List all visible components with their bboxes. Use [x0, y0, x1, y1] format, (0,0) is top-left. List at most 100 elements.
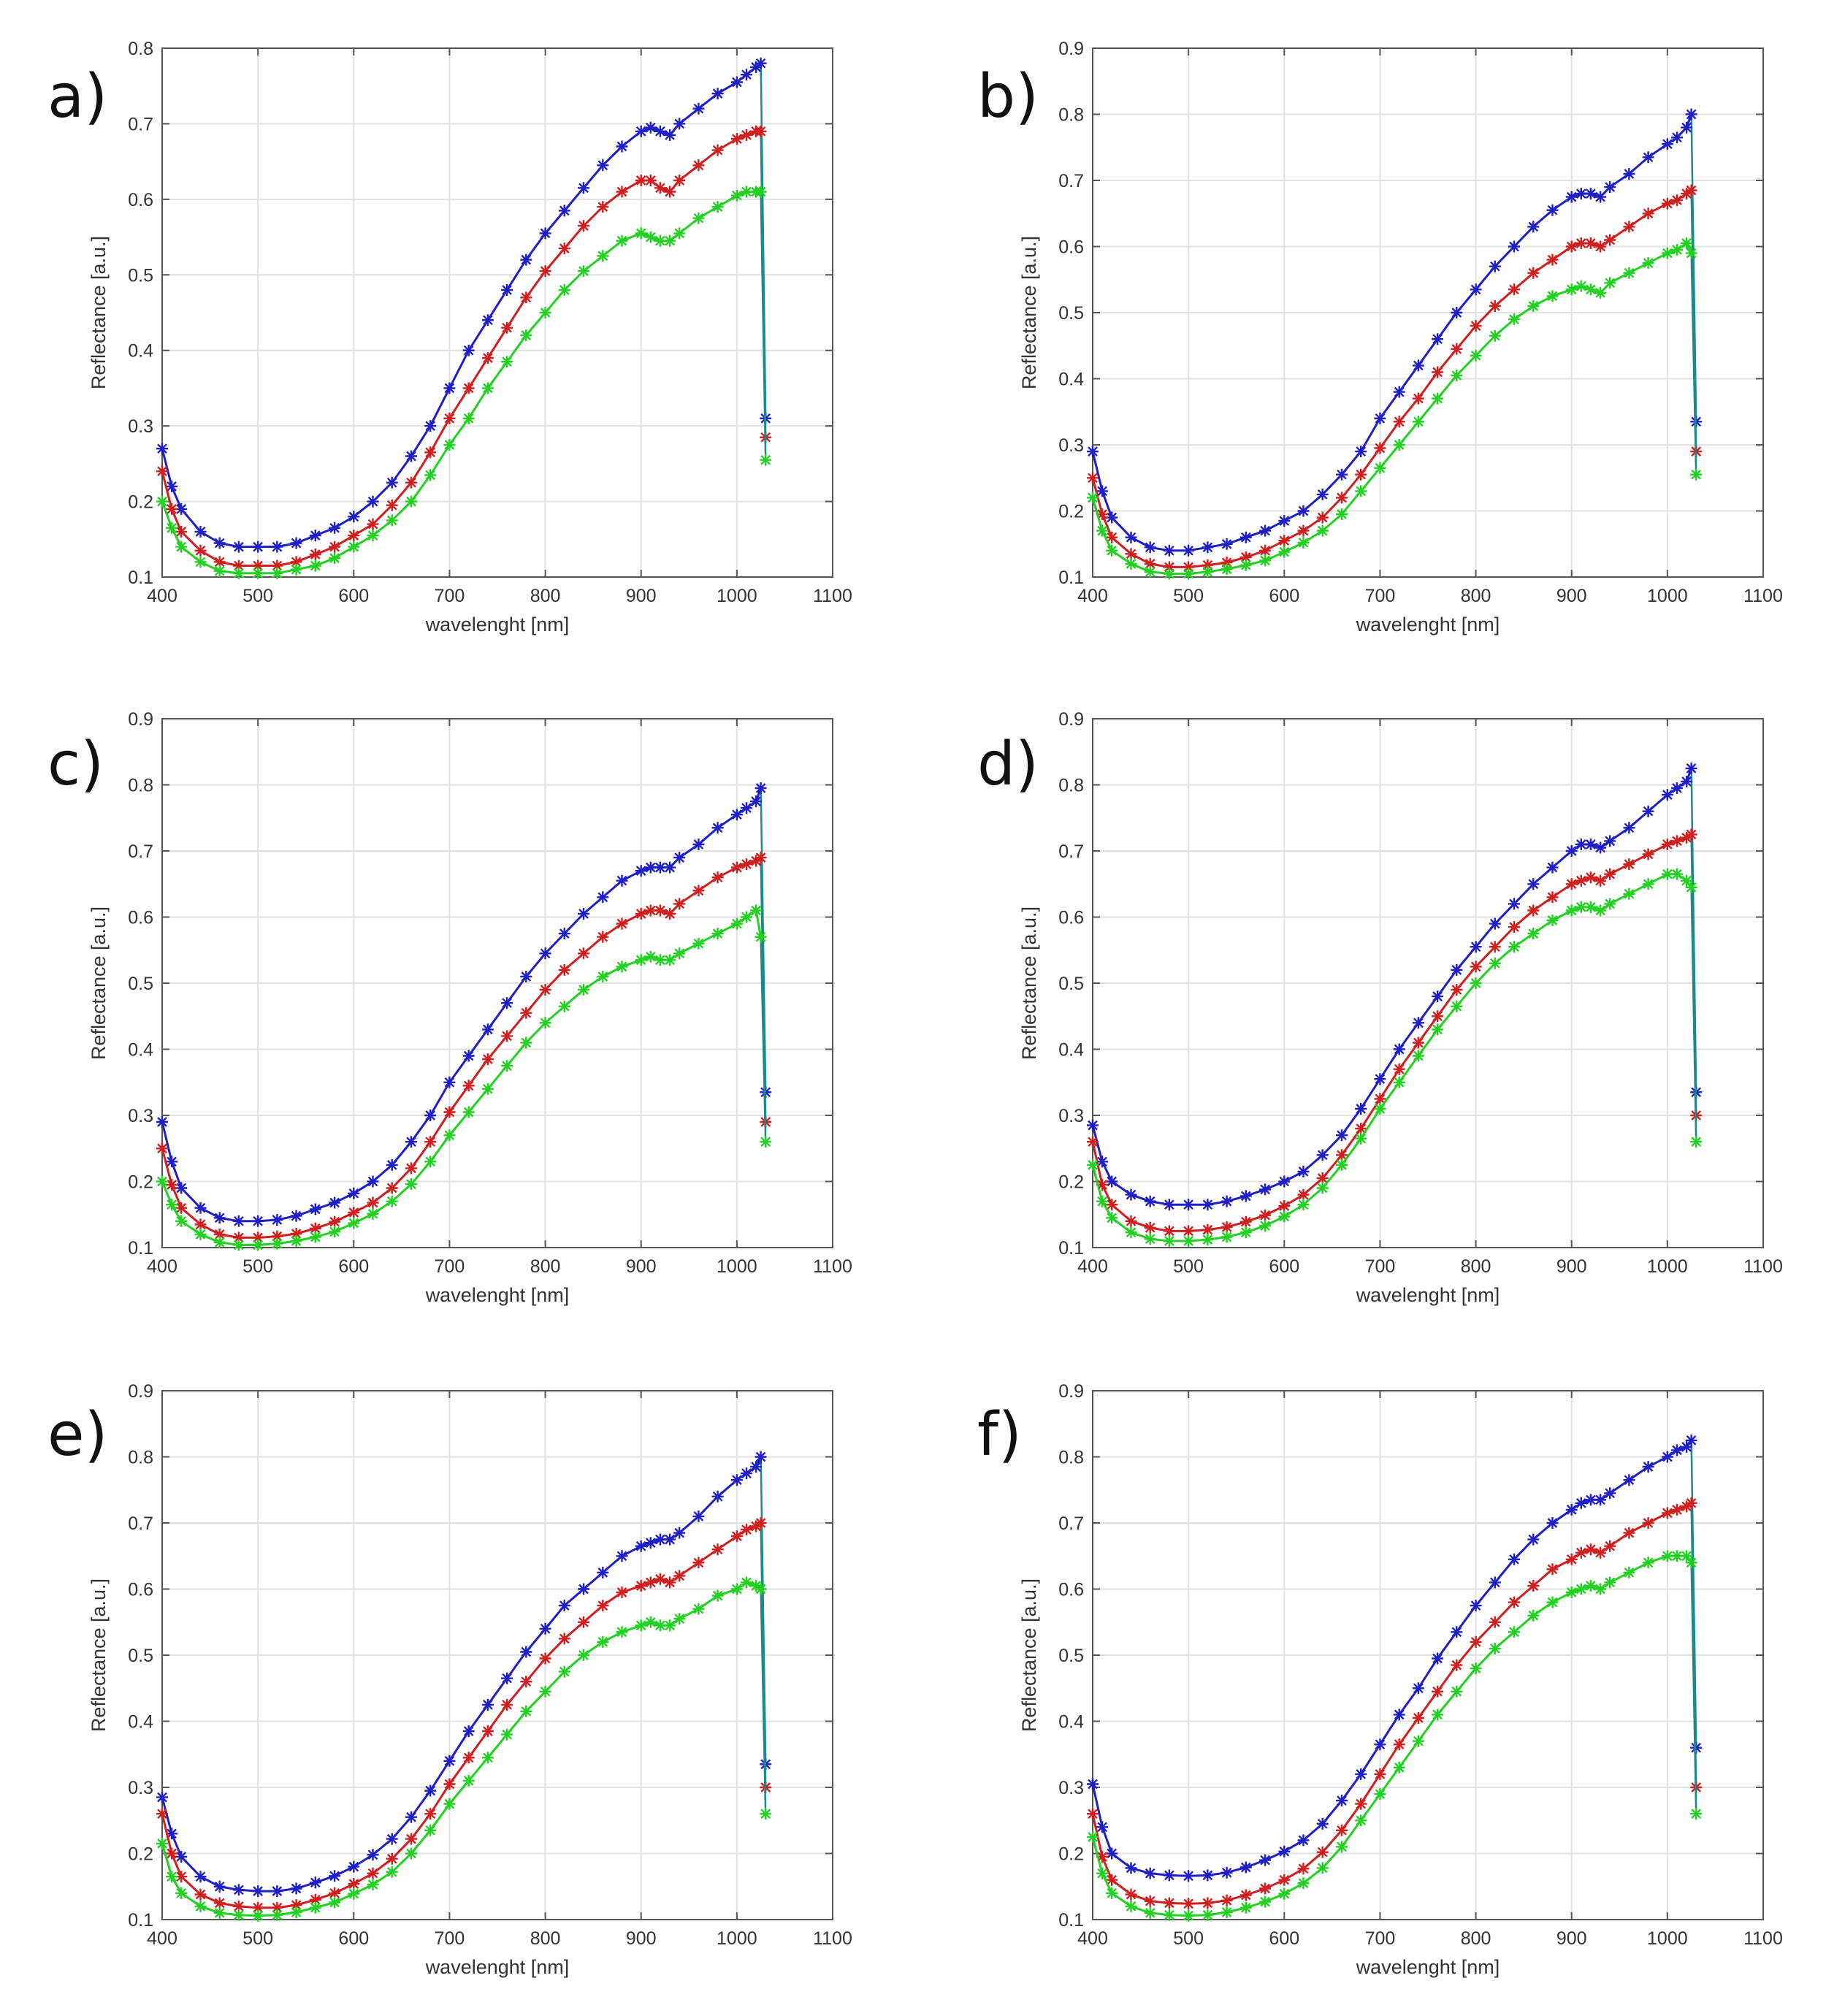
star-marker [1393, 1043, 1405, 1055]
star-marker [1316, 524, 1329, 537]
star-marker [1163, 1869, 1175, 1882]
data-point-green [644, 950, 657, 963]
star-marker [175, 1851, 188, 1863]
star-marker [616, 917, 628, 930]
data-point-green [1661, 1550, 1673, 1562]
data-point-red [329, 1215, 341, 1228]
star-marker [166, 1871, 178, 1883]
data-point-blue [1297, 1834, 1310, 1847]
star-marker [673, 118, 686, 130]
data-point-blue [309, 1203, 321, 1215]
star-marker [539, 984, 551, 996]
star-marker [692, 212, 705, 224]
star-marker [730, 809, 743, 821]
star-marker [1336, 1824, 1348, 1836]
star-marker [309, 1231, 321, 1243]
data-point-red [1661, 197, 1673, 210]
data-point-green [290, 1906, 302, 1918]
data-point-green [501, 1060, 513, 1072]
star-marker [692, 839, 705, 850]
data-point-blue [405, 450, 417, 462]
star-marker [367, 1175, 379, 1188]
star-marker [597, 1600, 609, 1612]
star-marker [1642, 1517, 1654, 1529]
star-marker [462, 382, 475, 394]
y-tick-label: 0.5 [1058, 974, 1084, 994]
star-marker [443, 439, 456, 451]
star-marker [644, 1616, 657, 1628]
data-point-red [741, 1524, 752, 1536]
data-point-blue [730, 809, 743, 821]
y-tick-label: 0.8 [1058, 776, 1084, 796]
star-marker [1202, 541, 1214, 554]
star-marker [1355, 446, 1367, 458]
data-point-red [424, 446, 437, 459]
data-point-blue [462, 344, 475, 356]
data-point-green [558, 1665, 570, 1678]
data-point-red [520, 1676, 532, 1688]
plot-area [162, 48, 833, 577]
data-point-green [1336, 1841, 1348, 1853]
star-marker [1489, 917, 1501, 930]
star-marker [1220, 563, 1233, 576]
star-marker [1489, 300, 1501, 312]
data-point-red [644, 904, 657, 917]
star-marker [520, 1676, 532, 1688]
star-marker [1604, 1487, 1616, 1500]
data-point-green [755, 186, 767, 198]
star-marker [1096, 524, 1109, 537]
star-marker [1575, 237, 1587, 249]
data-point-green [558, 284, 570, 296]
x-tick-label: 400 [147, 1256, 177, 1277]
star-marker [539, 1017, 551, 1029]
data-point-blue [329, 1870, 341, 1882]
data-point-green [1685, 247, 1697, 259]
star-marker [578, 265, 589, 278]
data-point-green [1106, 1212, 1118, 1224]
star-marker [309, 530, 321, 542]
star-marker [1565, 1553, 1578, 1565]
y-tick-label: 0.4 [1058, 370, 1084, 390]
star-marker [271, 1885, 283, 1898]
panel-label: f) [977, 1400, 1022, 1470]
x-tick-label: 1100 [813, 1928, 852, 1949]
data-point-blue [1451, 307, 1463, 318]
data-point-red [309, 1222, 321, 1234]
data-point-blue [1096, 1156, 1109, 1168]
star-marker [271, 560, 283, 572]
star-marker [1470, 283, 1482, 296]
star-marker [1508, 313, 1520, 326]
star-marker [654, 1619, 666, 1632]
x-tick-label: 500 [1173, 586, 1204, 606]
data-point-green [405, 1847, 417, 1860]
data-point-green [1681, 237, 1693, 249]
star-marker [1202, 1223, 1214, 1236]
data-point-green [252, 567, 264, 579]
star-marker [654, 182, 666, 194]
x-tick-label: 500 [242, 1928, 273, 1949]
data-point-green [1259, 1220, 1272, 1232]
star-marker [1508, 1553, 1520, 1565]
y-tick-label: 0.7 [128, 114, 153, 134]
star-marker [578, 1649, 589, 1661]
data-point-green [1202, 565, 1214, 578]
star-marker [1671, 244, 1683, 256]
y-tick-label: 0.8 [1058, 1448, 1084, 1468]
data-point-blue [1125, 1862, 1137, 1874]
star-marker [673, 852, 686, 864]
data-point-blue [654, 1533, 666, 1546]
star-marker [481, 1752, 494, 1764]
star-marker [481, 1053, 494, 1066]
star-marker [309, 1893, 321, 1906]
data-point-red [1393, 1063, 1405, 1075]
star-marker [1685, 108, 1697, 121]
x-tick-label: 800 [1461, 1256, 1491, 1277]
data-point-blue [1412, 359, 1424, 372]
star-marker [232, 1239, 245, 1251]
data-point-blue [424, 1110, 437, 1121]
data-point-red [405, 1833, 417, 1845]
data-point-blue [367, 1849, 379, 1861]
star-marker [1527, 1580, 1540, 1592]
star-marker [481, 1725, 494, 1738]
star-marker [1565, 878, 1578, 890]
